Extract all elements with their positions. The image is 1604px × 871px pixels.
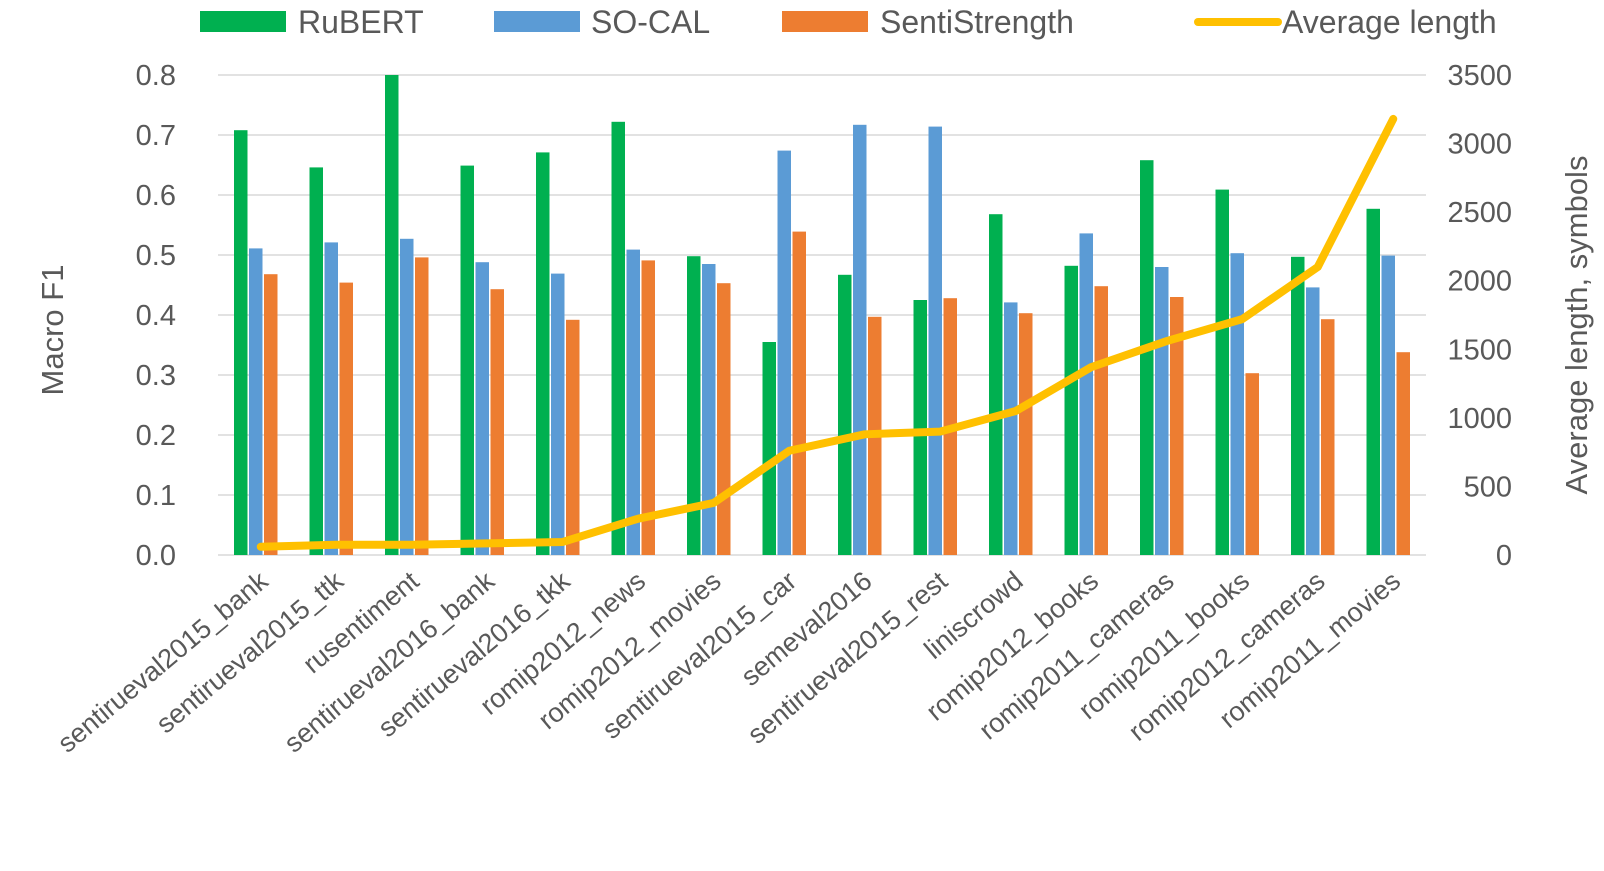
bar-so-cal: [249, 248, 263, 555]
bar-so-cal: [1230, 253, 1244, 555]
bar-sentistrength: [566, 319, 580, 555]
legend-item: SentiStrength: [782, 4, 1074, 40]
bar-rubert: [536, 152, 550, 555]
left-axis-ticks: 0.0 0.1 0.2 0.3 0.4 0.5 0.6 0.7 0.8: [136, 60, 176, 572]
bar-so-cal: [1306, 287, 1320, 555]
y2-tick-label: 3500: [1447, 60, 1512, 92]
bar-so-cal: [1004, 302, 1018, 555]
legend-swatch: [200, 11, 286, 32]
legend-item: SO-CAL: [494, 4, 710, 40]
bar-sentistrength: [339, 282, 353, 555]
bar-so-cal: [1381, 255, 1395, 555]
legend-label: Average length: [1282, 4, 1497, 40]
bar-so-cal: [551, 273, 565, 555]
line-series: [256, 114, 1398, 551]
y-tick-label: 0.2: [136, 420, 176, 452]
bar-so-cal: [1079, 233, 1093, 555]
bar-rubert: [1140, 160, 1154, 555]
bars: [234, 75, 1410, 556]
y-tick-label: 0.6: [136, 180, 176, 212]
y2-tick-label: 1000: [1447, 403, 1512, 435]
bar-sentistrength: [264, 274, 278, 555]
bar-so-cal: [853, 124, 867, 556]
bar-rubert: [1366, 208, 1380, 556]
bar-sentistrength: [792, 231, 806, 555]
y2-tick-label: 500: [1464, 471, 1512, 503]
y-tick-label: 0.5: [136, 240, 176, 272]
bar-sentistrength: [1321, 319, 1335, 555]
bar-rubert: [309, 167, 323, 555]
legend-item: RuBERT: [200, 4, 424, 40]
bar-so-cal: [928, 126, 942, 555]
legend-label: SentiStrength: [880, 4, 1074, 40]
bar-sentistrength: [717, 283, 731, 555]
y2-tick-label: 2000: [1447, 266, 1512, 298]
legend-swatch: [494, 11, 580, 32]
legend-item: Average length: [1194, 4, 1497, 40]
bar-rubert: [838, 274, 852, 555]
bar-rubert: [913, 300, 927, 555]
bar-so-cal: [1155, 267, 1169, 555]
y-tick-label: 0.7: [136, 120, 176, 152]
bar-rubert: [687, 256, 701, 555]
y2-axis-title: Average length, symbols: [1559, 156, 1594, 495]
y2-tick-label: 0: [1496, 540, 1512, 572]
legend-swatch: [782, 11, 868, 32]
bar-rubert: [385, 75, 399, 555]
y-tick-label: 0.3: [136, 360, 176, 392]
bar-rubert: [1215, 189, 1229, 555]
legend-label: RuBERT: [298, 4, 424, 40]
bar-rubert: [989, 214, 1003, 555]
bar-so-cal: [400, 238, 414, 556]
line-average-length: [256, 114, 1398, 551]
y2-tick-label: 3000: [1447, 129, 1512, 161]
y-tick-label: 0.1: [136, 480, 176, 512]
bar-rubert: [234, 130, 248, 555]
bar-rubert: [762, 342, 776, 555]
bar-so-cal: [702, 264, 716, 555]
bar-rubert: [611, 121, 625, 556]
bar-so-cal: [324, 242, 338, 555]
bar-sentistrength: [415, 257, 429, 555]
category-labels: sentirueval2015_banksentirueval2015_ttkr…: [52, 565, 1406, 758]
y-tick-label: 0.8: [136, 60, 176, 92]
bar-sentistrength: [490, 289, 504, 555]
bar-so-cal: [475, 262, 489, 555]
bar-sentistrength: [1094, 286, 1108, 555]
bar-so-cal: [777, 150, 791, 555]
right-axis-ticks: 0 500 1000 1500 2000 2500 3000 3500: [1447, 60, 1512, 572]
legend-label: SO-CAL: [591, 4, 710, 40]
y-axis-title: Macro F1: [35, 265, 70, 396]
bar-sentistrength: [1396, 352, 1410, 555]
legend: RuBERT SO-CAL SentiStrength Average length: [200, 4, 1497, 40]
y2-tick-label: 1500: [1447, 334, 1512, 366]
bar-sentistrength: [641, 260, 655, 555]
bar-rubert: [1291, 256, 1305, 555]
y-tick-label: 0.4: [136, 300, 176, 332]
bar-sentistrength: [1245, 373, 1259, 555]
bar-sentistrength: [1170, 297, 1184, 555]
bar-so-cal: [626, 249, 640, 555]
y2-tick-label: 2500: [1447, 197, 1512, 229]
bar-sentistrength: [1019, 313, 1033, 555]
bar-rubert: [460, 165, 474, 555]
bar-rubert: [1064, 265, 1078, 555]
y-tick-label: 0.0: [136, 540, 176, 572]
